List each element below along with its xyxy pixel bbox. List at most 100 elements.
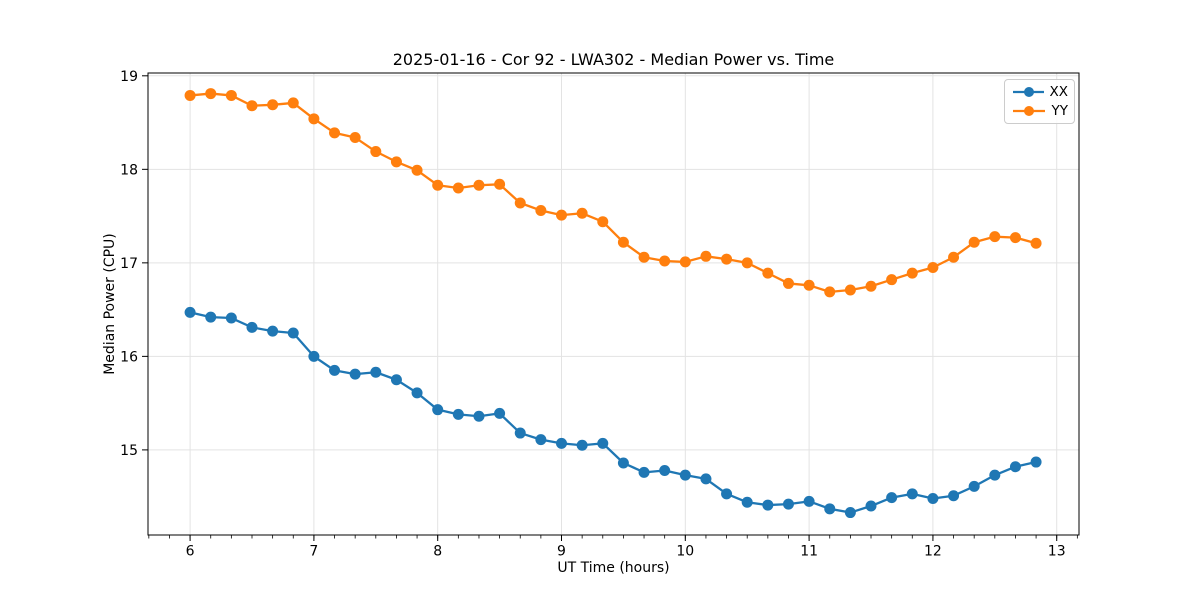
- data-point-yy: [246, 100, 258, 112]
- data-point-xx: [184, 306, 196, 318]
- data-point-yy: [556, 209, 568, 221]
- data-point-yy: [494, 178, 506, 190]
- data-point-xx: [370, 366, 382, 378]
- data-point-xx: [762, 499, 774, 511]
- data-point-yy: [1030, 237, 1042, 249]
- data-point-yy: [700, 250, 712, 262]
- legend-swatch-xx-icon: [1013, 87, 1044, 98]
- data-point-yy: [741, 257, 753, 269]
- x-tick-label: 11: [800, 544, 818, 560]
- data-point-xx: [308, 350, 320, 362]
- data-point-xx: [432, 404, 444, 416]
- data-point-xx: [329, 364, 341, 376]
- data-point-xx: [906, 488, 918, 500]
- data-point-yy: [617, 236, 629, 248]
- data-point-xx: [617, 457, 629, 469]
- data-point-yy: [824, 286, 836, 298]
- data-point-xx: [721, 488, 733, 500]
- x-axis-label: UT Time (hours): [557, 560, 670, 576]
- data-point-xx: [659, 464, 671, 476]
- data-point-yy: [762, 267, 774, 279]
- data-point-xx: [452, 408, 464, 420]
- data-point-xx: [638, 466, 650, 478]
- y-tick-label: 15: [120, 443, 138, 459]
- data-point-xx: [473, 410, 485, 422]
- data-point-xx: [700, 473, 712, 485]
- data-point-yy: [225, 89, 237, 101]
- data-point-xx: [556, 437, 568, 449]
- data-point-xx: [205, 311, 217, 323]
- data-point-yy: [844, 284, 856, 296]
- data-point-xx: [246, 321, 258, 333]
- y-axis-label: Median Power (CPU): [102, 233, 118, 375]
- data-point-yy: [205, 88, 217, 100]
- data-point-xx: [514, 427, 526, 439]
- data-point-xx: [886, 492, 898, 504]
- data-point-xx: [225, 312, 237, 324]
- data-point-yy: [267, 99, 279, 111]
- y-tick-label: 17: [120, 256, 138, 272]
- data-point-xx: [597, 437, 609, 449]
- data-point-xx: [535, 434, 547, 446]
- data-point-yy: [865, 280, 877, 292]
- data-point-yy: [803, 279, 815, 291]
- legend-label-yy: YY: [1051, 102, 1069, 119]
- data-point-xx: [1030, 456, 1042, 468]
- data-point-yy: [597, 216, 609, 228]
- x-tick-label: 6: [186, 544, 195, 560]
- data-point-yy: [411, 164, 423, 176]
- data-point-xx: [679, 469, 691, 481]
- legend-item-yy: YY: [1011, 103, 1068, 119]
- data-point-yy: [308, 113, 320, 125]
- data-point-yy: [432, 179, 444, 191]
- data-point-yy: [968, 236, 980, 248]
- data-point-xx: [865, 500, 877, 512]
- chart-title: 2025-01-16 - Cor 92 - LWA302 - Median Po…: [392, 50, 835, 69]
- data-point-yy: [184, 89, 196, 101]
- data-point-yy: [679, 256, 691, 268]
- y-tick-label: 18: [120, 162, 138, 178]
- data-point-yy: [452, 182, 464, 194]
- legend-label-xx: XX: [1049, 84, 1069, 101]
- data-point-yy: [906, 267, 918, 279]
- x-tick-label: 7: [309, 544, 318, 560]
- data-point-yy: [927, 262, 939, 274]
- y-tick-label: 16: [120, 349, 138, 365]
- data-point-xx: [803, 495, 815, 507]
- data-point-yy: [886, 274, 898, 286]
- data-point-yy: [948, 251, 960, 263]
- data-point-yy: [287, 97, 299, 109]
- data-point-yy: [514, 197, 526, 209]
- data-point-xx: [390, 374, 402, 386]
- data-point-yy: [535, 204, 547, 216]
- x-tick-label: 10: [676, 544, 694, 560]
- data-point-xx: [741, 496, 753, 508]
- x-tick-label: 13: [1048, 544, 1066, 560]
- data-point-yy: [370, 146, 382, 158]
- data-point-xx: [927, 493, 939, 505]
- data-point-xx: [968, 480, 980, 492]
- data-point-yy: [659, 255, 671, 267]
- y-tick-label: 19: [120, 69, 138, 85]
- data-point-yy: [390, 156, 402, 168]
- data-point-yy: [576, 207, 588, 219]
- data-point-yy: [989, 231, 1001, 243]
- data-point-xx: [1009, 461, 1021, 473]
- data-point-xx: [989, 469, 1001, 481]
- series-line-xx: [189, 311, 1037, 514]
- x-tick-label: 9: [557, 544, 566, 560]
- data-point-xx: [287, 327, 299, 339]
- data-point-xx: [411, 387, 423, 399]
- data-point-xx: [782, 498, 794, 510]
- data-point-xx: [494, 407, 506, 419]
- data-point-xx: [844, 507, 856, 519]
- data-point-xx: [948, 490, 960, 502]
- legend: XX YY: [1004, 79, 1075, 124]
- data-point-yy: [638, 251, 650, 263]
- data-point-yy: [329, 127, 341, 139]
- x-tick-label: 8: [433, 544, 442, 560]
- axes-spines: [147, 72, 1080, 536]
- data-point-yy: [349, 132, 361, 144]
